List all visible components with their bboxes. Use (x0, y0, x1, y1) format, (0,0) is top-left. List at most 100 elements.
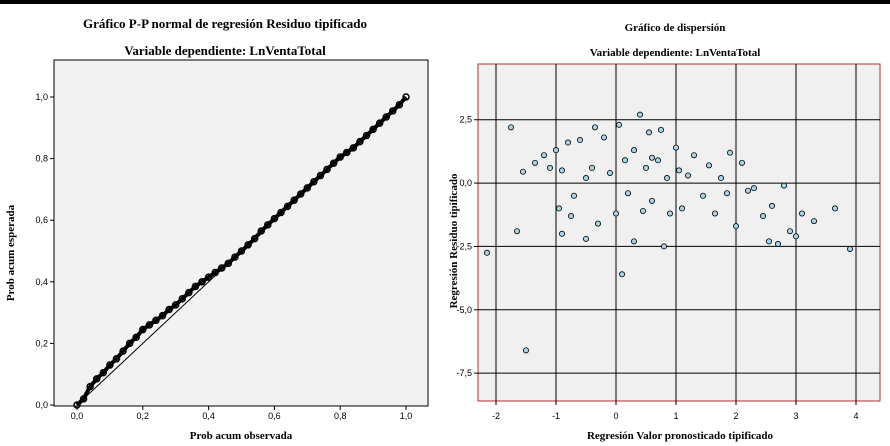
scatter-point (760, 213, 767, 220)
pp-point (106, 361, 114, 369)
scatter-plot: Gráfico de dispersión Variable dependien… (448, 22, 881, 442)
pp-point (158, 311, 167, 320)
scatter-y-tick-label: -7,5 (456, 368, 472, 378)
scatter-x-tick-label: 0 (613, 411, 618, 421)
pp-point (92, 375, 101, 383)
scatter-point (649, 197, 656, 204)
scatter-point (655, 157, 662, 164)
pp-point (336, 153, 344, 161)
scatter-point (483, 249, 490, 256)
pp-point (343, 148, 351, 157)
scatter-x-tick-label: -2 (492, 411, 500, 421)
pp-point (329, 159, 338, 167)
scatter-point (667, 210, 674, 217)
pp-y-tick-label: 0,0 (35, 400, 48, 410)
scatter-point (541, 152, 548, 159)
scatter-x-tick-label: 3 (793, 411, 798, 421)
pp-point (310, 177, 318, 186)
pp-point (283, 202, 292, 211)
scatter-point (622, 157, 629, 164)
pp-point (257, 227, 265, 235)
pp-point (204, 273, 213, 281)
scatter-y-tick-label: 0,0 (459, 178, 472, 188)
pp-point (296, 190, 305, 198)
pp-point (231, 253, 239, 261)
pp-point (165, 305, 173, 314)
scatter-point (631, 147, 638, 154)
scatter-x-axis-label: Regresión Valor pronosticado tipificado (587, 430, 774, 442)
scatter-point (811, 218, 818, 225)
scatter-y-axis-label: Regresión Residuo tipificado (448, 173, 460, 308)
scatter-point (739, 159, 746, 166)
scatter-point (658, 126, 665, 133)
scatter-point (727, 149, 734, 156)
scatter-point (751, 185, 758, 192)
scatter-point (649, 154, 656, 161)
scatter-point (547, 164, 554, 171)
pp-x-tick-label: 0,8 (334, 411, 347, 421)
pp-point (375, 119, 384, 127)
pp-point (270, 214, 279, 223)
pp-point (323, 165, 331, 174)
pp-plot-area (53, 59, 429, 407)
pp-point (79, 395, 88, 403)
pp-point (218, 264, 226, 272)
scatter-grid (478, 64, 880, 401)
scatter-x-tick-label: -1 (552, 411, 560, 421)
scatter-y-tick-label: -2,5 (456, 241, 472, 251)
scatter-point (679, 205, 686, 212)
scatter-point (793, 233, 800, 240)
pp-point (185, 288, 193, 297)
pp-point (145, 321, 154, 329)
pp-point (237, 247, 246, 255)
pp-point (125, 339, 134, 348)
scatter-point (631, 238, 638, 245)
scatter-point (625, 190, 632, 197)
pp-point (382, 113, 391, 121)
scatter-point (553, 147, 560, 154)
scatter-point (766, 238, 773, 245)
pp-point (191, 282, 200, 291)
pp-point (198, 278, 206, 286)
pp-point (277, 208, 285, 217)
scatter-point (616, 121, 623, 128)
scatter-point (643, 164, 650, 171)
pp-point (139, 325, 147, 334)
scatter-point (619, 271, 626, 278)
scatter-point (637, 111, 644, 118)
scatter-point (832, 205, 839, 212)
pp-point (389, 107, 397, 115)
pp-point (224, 259, 233, 268)
pp-point (152, 316, 160, 325)
pp-x-tick-label: 0,2 (137, 411, 150, 421)
scatter-point (520, 168, 527, 175)
top-rule (0, 0, 890, 4)
scatter-point (775, 240, 782, 247)
scatter-subtitle: Variable dependiente: LnVentaTotal (590, 47, 761, 59)
pp-point (402, 93, 410, 101)
pp-point (211, 268, 219, 277)
scatter-point (700, 192, 707, 199)
pp-title: Gráfico P-P normal de regresión Residuo … (83, 16, 367, 31)
scatter-point (640, 207, 647, 214)
scatter-x-tick-label: 1 (673, 411, 678, 421)
pp-point (303, 184, 312, 192)
scatter-point (724, 190, 731, 197)
scatter-point (664, 175, 671, 182)
pp-plot: Gráfico P-P normal de regresión Residuo … (5, 16, 429, 442)
scatter-point (769, 202, 776, 209)
scatter-points (483, 111, 854, 354)
pp-point (369, 125, 377, 134)
pp-axis-ticks: 0,0 0,2 0,4 0,6 0,8 1,0 0,0 0,2 0,4 0,6 0,8 1,0 (35, 92, 412, 421)
scatter-point (565, 139, 572, 146)
scatter-point (847, 245, 854, 252)
scatter-point (556, 205, 563, 212)
scatter-point (781, 182, 788, 189)
scatter-y-tick-label: 2,5 (459, 115, 472, 125)
pp-point (86, 382, 94, 391)
scatter-point (571, 192, 578, 199)
pp-x-tick-label: 0,6 (268, 411, 281, 421)
pp-point (250, 234, 259, 243)
pp-point (395, 100, 404, 109)
pp-point (264, 221, 272, 229)
